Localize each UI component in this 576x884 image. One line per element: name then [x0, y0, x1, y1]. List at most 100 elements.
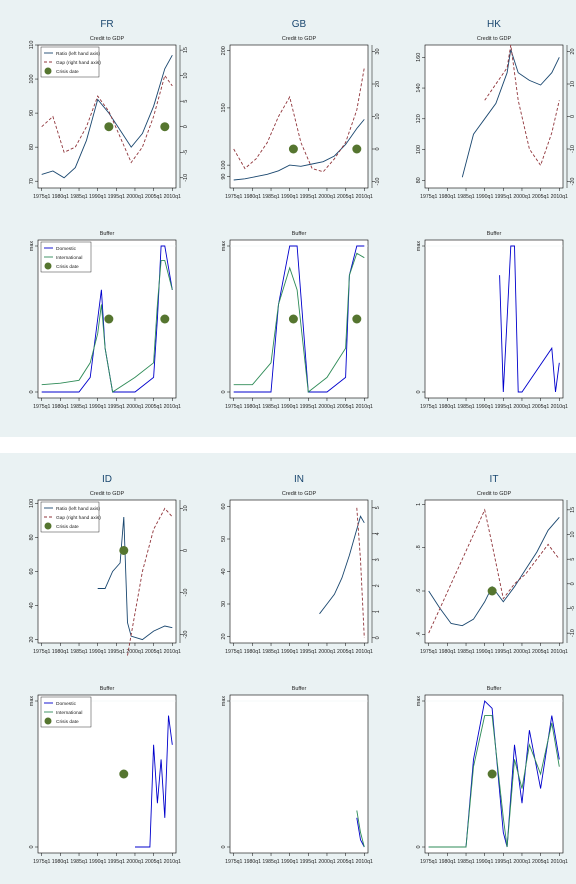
legend-key-crisis — [44, 262, 52, 270]
x-tick-label: 2005q1 — [337, 649, 354, 655]
x-tick-label: 2010q1 — [551, 194, 568, 200]
gap-line-fr — [41, 74, 173, 164]
y-tick-label-left: .6 — [416, 589, 422, 594]
x-tick-label: 1975q1 — [225, 404, 242, 410]
y-tick-label-right: 10 — [375, 113, 381, 119]
y-tick-label-buffer: max — [416, 241, 422, 252]
x-tick-label: 1980q1 — [439, 404, 456, 410]
y-tick-label-buffer: max — [416, 696, 422, 707]
x-tick-label: 1995q1 — [495, 859, 512, 865]
x-tick-label: 2005q1 — [337, 859, 354, 865]
x-tick-label: 1985q1 — [457, 194, 474, 200]
y-tick-label-left: 80 — [29, 144, 35, 150]
x-tick-label: 1980q1 — [244, 194, 261, 200]
x-tick-label: 1995q1 — [300, 649, 317, 655]
x-tick-label: 1995q1 — [300, 404, 317, 410]
x-tick-label: 2005q1 — [532, 404, 549, 410]
section-separator — [0, 437, 576, 453]
ratio-line-gb — [233, 119, 365, 181]
buffer-title-hk: Buffer — [487, 231, 502, 237]
x-tick-label: 2005q1 — [145, 194, 162, 200]
y-tick-label-right: 15 — [570, 507, 576, 513]
legend-key-crisis — [44, 717, 52, 725]
crisis-marker-gb-0 — [288, 144, 298, 154]
buffer-title-id: Buffer — [100, 686, 115, 692]
x-tick-label: 1975q1 — [33, 404, 50, 410]
x-tick-label: 2010q1 — [551, 649, 568, 655]
crisis-marker-buffer-it-0 — [487, 769, 497, 779]
y-tick-label-left: 60 — [221, 503, 227, 509]
y-tick-label-right: 20 — [570, 48, 576, 54]
country-title-it: IT — [490, 474, 499, 485]
x-tick-label: 2000q1 — [318, 194, 335, 200]
y-tick-label-left: 150 — [221, 103, 227, 112]
credit-plot-it — [424, 499, 564, 644]
x-tick-label: 1975q1 — [420, 194, 437, 200]
y-tick-label-left: 70 — [29, 178, 35, 184]
x-tick-label: 2005q1 — [145, 404, 162, 410]
x-tick-label: 2010q1 — [356, 404, 373, 410]
y-tick-label-right: 5 — [570, 558, 576, 561]
y-tick-label-right: 0 — [183, 549, 189, 552]
x-tick-label: 1995q1 — [108, 404, 125, 410]
ratio-line-hk — [461, 49, 560, 178]
x-tick-label: 1990q1 — [89, 194, 106, 200]
x-tick-label: 2005q1 — [145, 859, 162, 865]
y-tick-label-right: -10 — [183, 589, 189, 597]
legend-label-bottom-2: Crisis date — [56, 719, 79, 725]
x-tick-label: 1975q1 — [420, 649, 437, 655]
x-tick-label: 1985q1 — [262, 859, 279, 865]
crisis-marker-fr-0 — [104, 122, 114, 132]
x-tick-label: 1990q1 — [281, 649, 298, 655]
y-tick-label-left: 80 — [416, 177, 422, 183]
y-tick-label-right: -10 — [375, 178, 381, 186]
y-tick-label-right: 0 — [570, 115, 576, 118]
y-tick-label-left: 140 — [416, 83, 422, 92]
y-tick-label-right: -20 — [570, 178, 576, 186]
x-tick-label: 1980q1 — [244, 404, 261, 410]
y-tick-label-left: 40 — [29, 602, 35, 608]
x-tick-label: 2010q1 — [164, 404, 181, 410]
country-title-hk: HK — [487, 19, 501, 30]
y-tick-label-right: -10 — [183, 174, 189, 182]
y-tick-label-right: 15 — [183, 47, 189, 53]
y-tick-label-right: 4 — [375, 532, 381, 535]
y-tick-label-right: 10 — [183, 505, 189, 511]
x-tick-label: 1985q1 — [70, 404, 87, 410]
credit-to-gdp-title-id: Credit to GDP — [90, 491, 125, 497]
legend-label-top-1: Gap (right hand axis) — [56, 60, 101, 66]
y-tick-label-buffer: 0 — [221, 845, 227, 848]
x-tick-label: 1995q1 — [300, 194, 317, 200]
domestic-line-in — [356, 817, 365, 848]
x-tick-label: 1980q1 — [244, 859, 261, 865]
legend-label-bottom-1: International — [56, 710, 82, 716]
x-tick-label: 1990q1 — [89, 404, 106, 410]
y-tick-label-right: 0 — [375, 147, 381, 150]
y-tick-label-right: 10 — [183, 73, 189, 79]
credit-to-gdp-title-in: Credit to GDP — [282, 491, 317, 497]
credit-to-gdp-title-hk: Credit to GDP — [477, 36, 512, 42]
credit-plot-hk — [424, 44, 564, 189]
x-tick-label: 1990q1 — [476, 859, 493, 865]
legend-key-crisis — [44, 67, 52, 75]
buffer-title-in: Buffer — [292, 686, 307, 692]
y-tick-label-left: 80 — [29, 534, 35, 540]
y-tick-label-buffer: 0 — [416, 845, 422, 848]
country-title-id: ID — [102, 474, 112, 485]
x-tick-label: 1995q1 — [108, 194, 125, 200]
y-tick-label-left: 20 — [29, 637, 35, 643]
x-tick-label: 1985q1 — [262, 194, 279, 200]
y-tick-label-left: 50 — [221, 536, 227, 542]
x-tick-label: 1995q1 — [108, 649, 125, 655]
x-tick-label: 2010q1 — [164, 859, 181, 865]
ratio-line-in — [319, 515, 365, 615]
buffer-title-gb: Buffer — [292, 231, 307, 237]
country-title-gb: GB — [292, 19, 307, 30]
x-tick-label: 2000q1 — [513, 194, 530, 200]
legend-label-bottom-2: Crisis date — [56, 264, 79, 270]
domestic-line-hk — [499, 245, 560, 393]
x-tick-label: 2010q1 — [356, 649, 373, 655]
y-tick-label-right: -10 — [570, 145, 576, 153]
x-tick-label: 1985q1 — [262, 404, 279, 410]
